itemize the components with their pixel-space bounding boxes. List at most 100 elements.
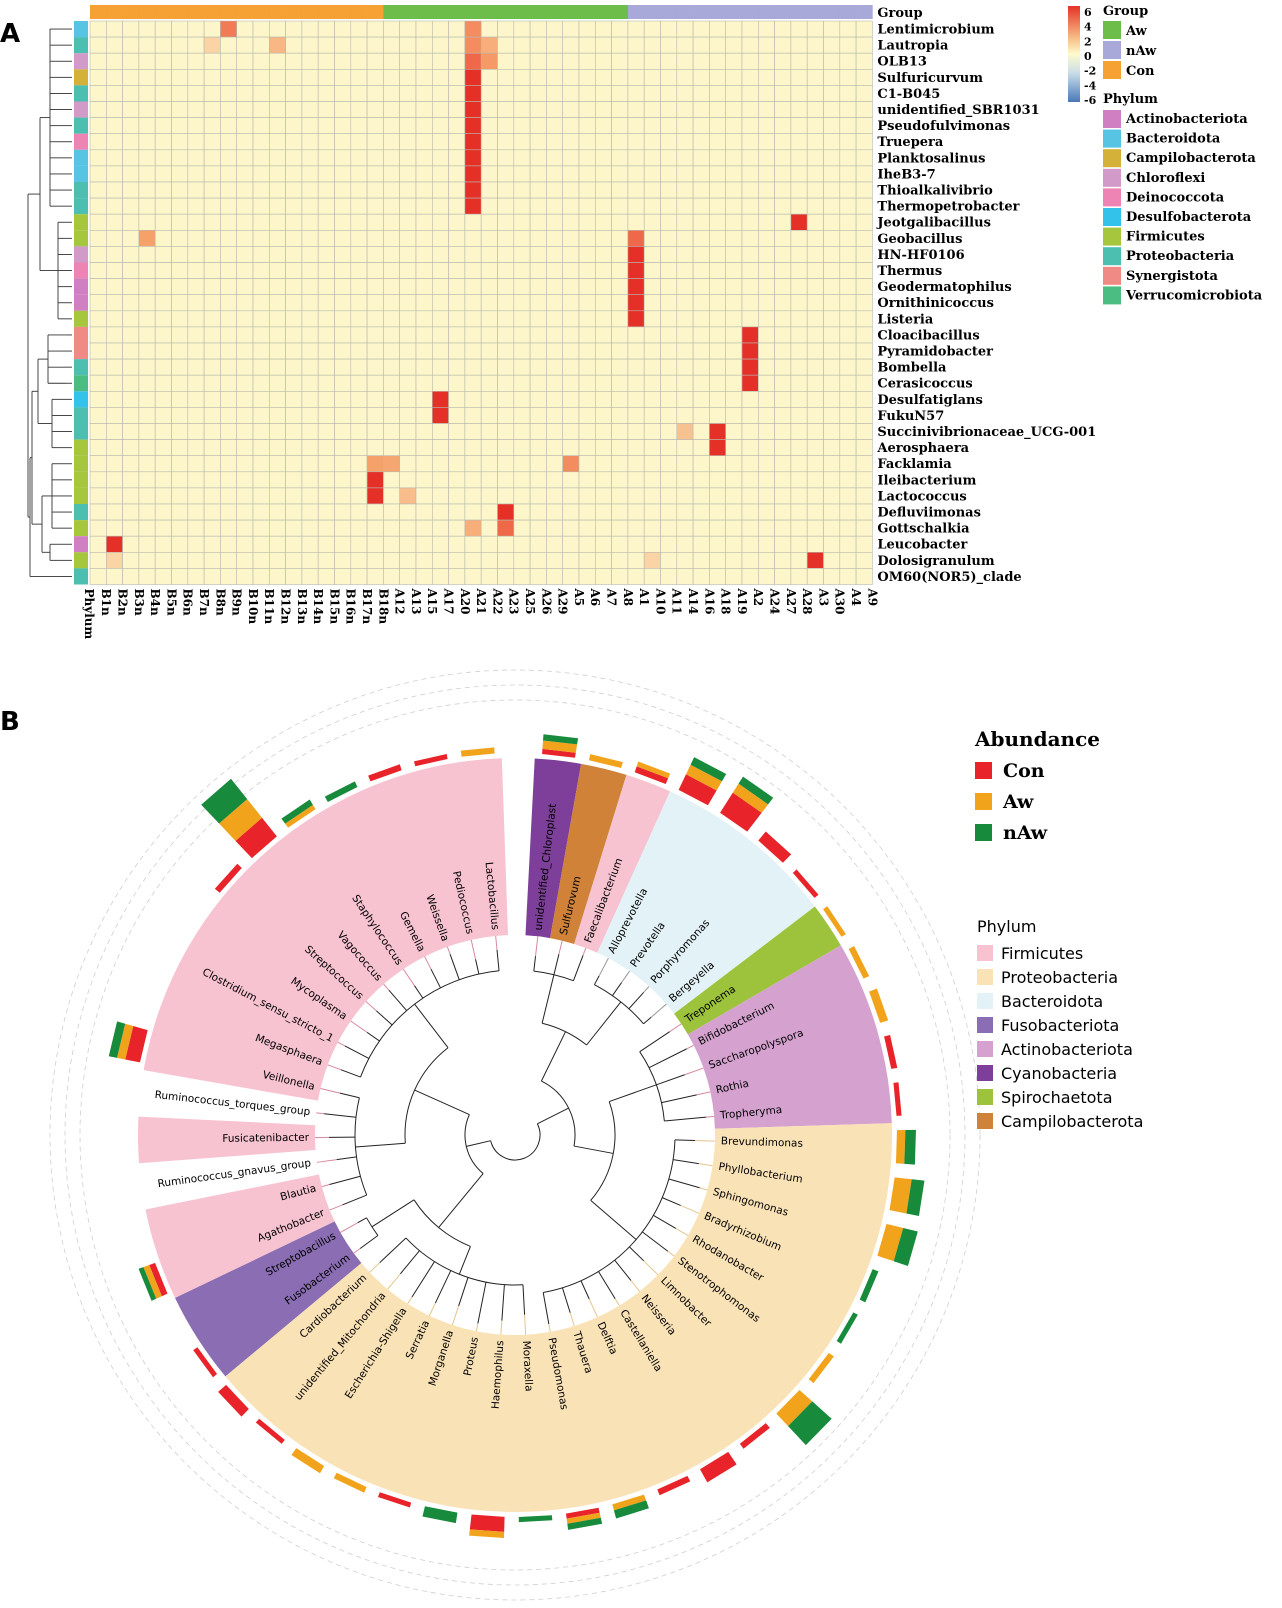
heatmap-cell <box>171 342 189 360</box>
heatmap-cell <box>236 197 254 215</box>
heatmap-cell <box>464 181 482 199</box>
heatmap-cell <box>106 471 123 489</box>
heatmap-cell <box>725 36 743 54</box>
heatmap-cell <box>839 133 857 151</box>
heatmap-cell <box>415 342 433 360</box>
heatmap-cell <box>741 551 759 569</box>
heatmap-cell <box>725 117 743 134</box>
tree-branch <box>639 1051 665 1122</box>
heatmap-cell <box>627 568 645 585</box>
heatmap-cell <box>513 69 531 86</box>
heatmap-cell <box>138 407 156 424</box>
heatmap-cell <box>317 519 335 537</box>
heatmap-cell <box>285 471 303 489</box>
abundance-bar <box>214 863 242 893</box>
abundance-bar <box>291 1448 325 1474</box>
heatmap-cell <box>855 69 873 86</box>
heatmap-cell <box>383 213 400 231</box>
group-bar-cell <box>693 5 710 19</box>
heatmap-cell <box>790 439 808 457</box>
heatmap-cell <box>643 133 661 151</box>
heatmap-cell <box>383 101 400 118</box>
heatmap-cell <box>301 374 319 392</box>
heatmap-cell <box>154 197 172 215</box>
heatmap-cell <box>855 230 873 247</box>
heatmap-cell <box>627 519 645 537</box>
heatmap-cell <box>220 52 237 70</box>
heatmap-cell <box>529 519 547 537</box>
heatmap-cell <box>415 439 433 457</box>
heatmap-cell <box>725 568 743 585</box>
heatmap-cell <box>709 455 727 473</box>
heatmap-cell <box>301 117 319 134</box>
heatmap-cell <box>676 342 694 360</box>
heatmap-cell <box>643 374 661 392</box>
phylum-side-cell <box>74 375 88 392</box>
heatmap-cell <box>806 181 824 199</box>
heatmap-cell <box>676 101 694 118</box>
heatmap-cell <box>774 487 792 505</box>
heatmap-cell <box>855 439 873 457</box>
heatmap-cell <box>236 213 254 231</box>
heatmap-cell <box>529 455 547 473</box>
heatmap-cell <box>415 294 433 312</box>
legend-group-swatch <box>1103 41 1121 59</box>
heatmap-cell <box>546 181 564 199</box>
heatmap-cell <box>350 326 368 344</box>
column-label: A18 <box>719 588 733 615</box>
tree-branch <box>414 985 424 999</box>
heatmap-cell <box>855 535 873 553</box>
heatmap-cell <box>383 117 400 134</box>
heatmap-cell <box>578 69 596 86</box>
heatmap-cell <box>350 455 368 473</box>
heatmap-cell <box>709 36 727 54</box>
heatmap-cell <box>546 342 564 360</box>
heatmap-cell <box>138 262 156 279</box>
abundance-bar <box>285 804 316 828</box>
heatmap-cell <box>415 165 433 183</box>
tree-branch <box>449 954 460 980</box>
heatmap-cell <box>611 230 629 247</box>
heatmap-cell <box>725 423 743 440</box>
heatmap-cell <box>578 20 596 38</box>
heatmap-cell <box>89 487 107 505</box>
abundance-bar <box>125 1026 148 1063</box>
heatmap-cell <box>366 117 384 134</box>
heatmap-cell <box>790 423 808 440</box>
heatmap-cell <box>497 535 515 553</box>
heatmap-cell <box>203 197 221 215</box>
heatmap-cell <box>106 487 123 505</box>
heatmap-cell <box>252 246 270 263</box>
heatmap-cell <box>399 390 417 408</box>
heatmap-cell <box>497 20 515 38</box>
heatmap-cell <box>725 535 743 553</box>
heatmap-cell <box>676 230 694 247</box>
abundance-bar <box>678 774 717 806</box>
heatmap-cell <box>106 310 123 328</box>
heatmap-cell <box>741 246 759 263</box>
heatmap-cell <box>529 101 547 118</box>
heatmap-cell <box>497 455 515 473</box>
heatmap-cell <box>774 390 792 408</box>
heatmap-cell <box>513 390 531 408</box>
heatmap-cell <box>692 149 710 167</box>
heatmap-cell <box>171 471 189 489</box>
heatmap-cell <box>187 213 205 231</box>
heatmap-cell <box>317 117 335 134</box>
heatmap-cell <box>122 278 140 296</box>
heatmap-cell <box>513 407 531 424</box>
heatmap-cell <box>89 213 107 231</box>
heatmap-cell <box>154 278 172 296</box>
heatmap-cell <box>562 69 580 86</box>
heatmap-cell <box>106 519 123 537</box>
heatmap-cell <box>757 342 775 360</box>
heatmap-cell <box>89 439 107 457</box>
heatmap-cell <box>138 551 156 569</box>
heatmap-cell <box>513 165 531 183</box>
heatmap-cell <box>122 503 140 521</box>
heatmap-cell <box>676 551 694 569</box>
heatmap-cell <box>366 85 384 102</box>
heatmap-cell <box>562 262 580 279</box>
tree-branch <box>402 968 415 986</box>
heatmap-cell <box>578 52 596 70</box>
